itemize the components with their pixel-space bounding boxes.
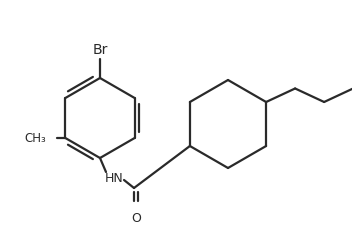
- Text: HN: HN: [105, 172, 124, 185]
- Text: O: O: [131, 212, 141, 225]
- Text: CH₃: CH₃: [25, 131, 46, 144]
- Text: Br: Br: [92, 43, 108, 57]
